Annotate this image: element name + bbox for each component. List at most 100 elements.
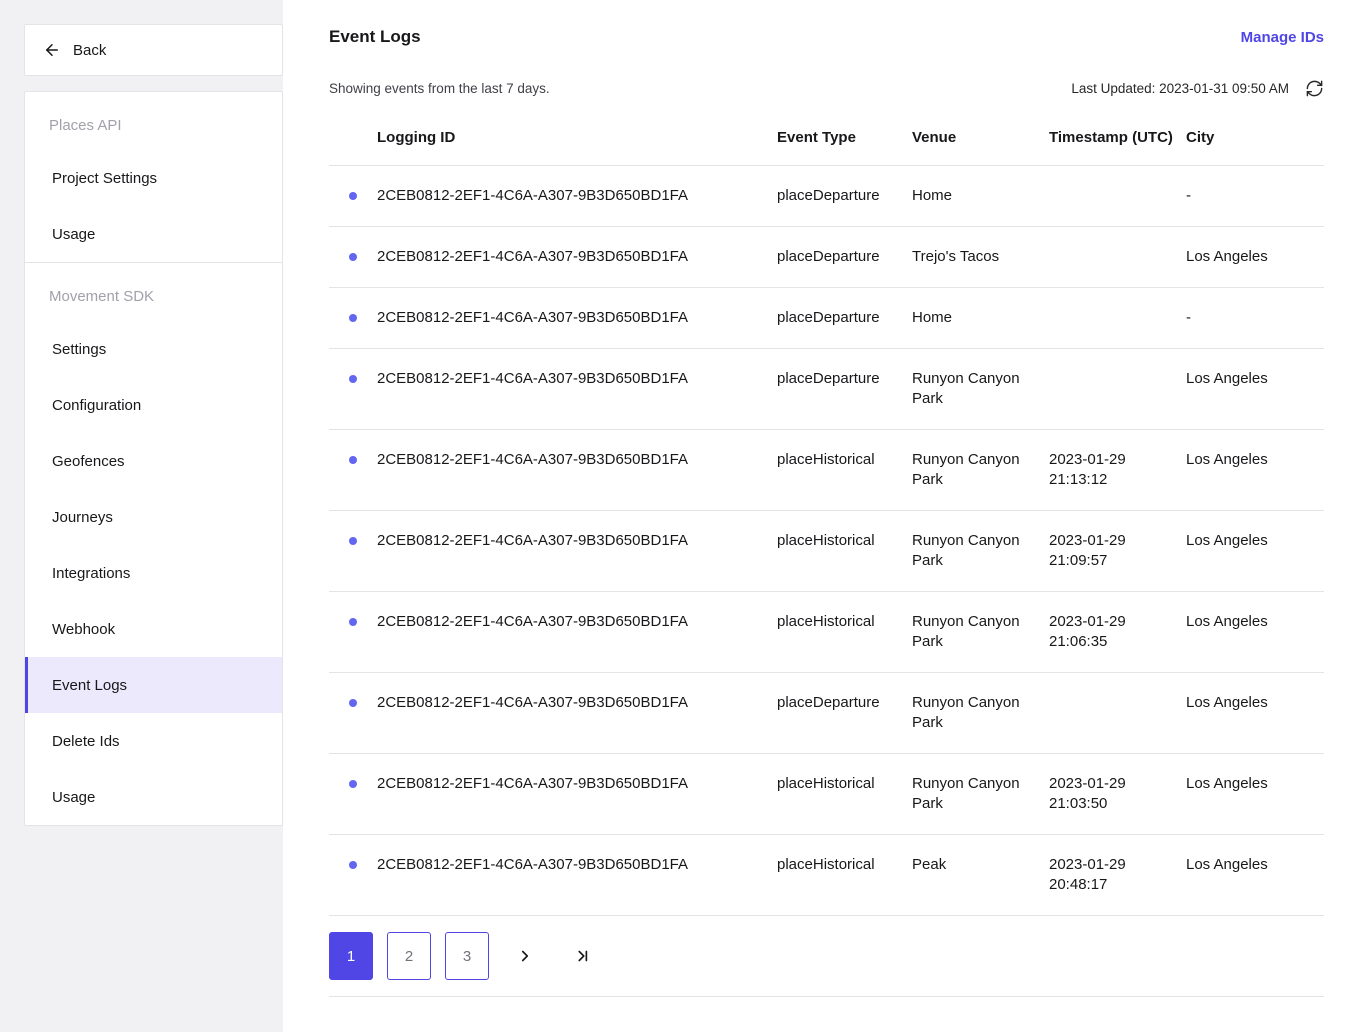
sidebar-section-title: Movement SDK xyxy=(49,288,155,305)
cell-city: Los Angeles xyxy=(1186,370,1268,387)
sidebar-section: Movement SDK Settings Configuration Geofenc… xyxy=(25,262,282,825)
status-dot-icon xyxy=(349,375,357,383)
status-dot-icon xyxy=(349,861,357,869)
sidebar-item-delete-ids[interactable]: Delete Ids xyxy=(52,732,120,750)
table-row: 2CEB0812-2EF1-4C6A-A307-9B3D650BD1FA plac… xyxy=(329,834,1324,916)
cell-venue: Peak xyxy=(912,856,947,873)
sidebar-item-settings[interactable]: Settings xyxy=(52,340,107,358)
status-dot-icon xyxy=(349,192,357,200)
status-dot-icon xyxy=(349,618,357,626)
cell-event-type: placeHistorical xyxy=(777,775,875,792)
cell-logging-id: 2CEB0812-2EF1-4C6A-A307-9B3D650BD1FA xyxy=(377,532,689,549)
table-row: 2CEB0812-2EF1-4C6A-A307-9B3D650BD1FA plac… xyxy=(329,753,1324,835)
page-button-3[interactable]: 3 xyxy=(445,932,489,980)
main-content: Event Logs Manage IDs Showing events fro… xyxy=(283,0,1360,1032)
sidebar-item-journeys[interactable]: Journeys xyxy=(52,508,113,526)
cell-venue: Home xyxy=(912,187,953,204)
col-header-dot xyxy=(329,110,377,166)
cell-event-type: placeDeparture xyxy=(777,370,880,387)
manage-ids-link[interactable]: Manage IDs xyxy=(1240,28,1324,46)
status-row: Showing events from the last 7 days. Las… xyxy=(329,78,1324,98)
cell-city: Los Angeles xyxy=(1186,451,1268,468)
status-dot-icon xyxy=(349,314,357,322)
cell-logging-id: 2CEB0812-2EF1-4C6A-A307-9B3D650BD1FA xyxy=(377,856,689,873)
col-header-timestamp: Timestamp (UTC) xyxy=(1049,129,1173,146)
next-page-button[interactable] xyxy=(503,932,547,980)
sidebar-item-configuration[interactable]: Configuration xyxy=(52,396,142,414)
sidebar-item-webhook[interactable]: Webhook xyxy=(52,620,116,638)
table-row: 2CEB0812-2EF1-4C6A-A307-9B3D650BD1FA plac… xyxy=(329,591,1324,673)
status-dot-icon xyxy=(349,780,357,788)
cell-logging-id: 2CEB0812-2EF1-4C6A-A307-9B3D650BD1FA xyxy=(377,694,689,711)
cell-logging-id: 2CEB0812-2EF1-4C6A-A307-9B3D650BD1FA xyxy=(377,187,689,204)
status-dot-icon xyxy=(349,537,357,545)
cell-timestamp xyxy=(1049,288,1186,349)
table-row: 2CEB0812-2EF1-4C6A-A307-9B3D650BD1FA plac… xyxy=(329,510,1324,592)
cell-event-type: placeHistorical xyxy=(777,532,875,549)
cell-timestamp xyxy=(1049,227,1186,288)
status-dot-cell xyxy=(329,754,377,835)
sidebar-item-integrations[interactable]: Integrations xyxy=(52,564,131,582)
cell-venue: Trejo's Tacos xyxy=(912,248,1000,265)
status-dot-icon xyxy=(349,456,357,464)
chevron-right-icon xyxy=(516,947,534,965)
cell-logging-id: 2CEB0812-2EF1-4C6A-A307-9B3D650BD1FA xyxy=(377,775,689,792)
sidebar-item-geofences[interactable]: Geofences xyxy=(52,452,125,470)
cell-city: - xyxy=(1186,309,1191,326)
cell-venue: Runyon Canyon Park xyxy=(912,451,1020,488)
showing-events-text: Showing events from the last 7 days. xyxy=(329,80,550,96)
cell-venue: Runyon Canyon Park xyxy=(912,532,1020,569)
table-row: 2CEB0812-2EF1-4C6A-A307-9B3D650BD1FA plac… xyxy=(329,672,1324,754)
cell-timestamp: 2023-01-29 21:06:35 xyxy=(1049,613,1126,650)
status-dot-icon xyxy=(349,253,357,261)
chevron-last-icon xyxy=(574,947,592,965)
status-dot-cell xyxy=(329,166,377,227)
cell-city: Los Angeles xyxy=(1186,613,1268,630)
cell-event-type: placeDeparture xyxy=(777,694,880,711)
status-dot-cell xyxy=(329,288,377,349)
event-logs-table: Logging ID Event Type Venue Timestamp (U… xyxy=(329,110,1324,916)
sidebar-item-usage[interactable]: Usage xyxy=(52,225,96,243)
cell-event-type: placeHistorical xyxy=(777,856,875,873)
last-updated-group: Last Updated: 2023-01-31 09:50 AM xyxy=(1071,79,1324,98)
sidebar-nav: Places API Project Settings Usage Movement … xyxy=(24,91,283,826)
table-row: 2CEB0812-2EF1-4C6A-A307-9B3D650BD1FA plac… xyxy=(329,429,1324,511)
status-dot-cell xyxy=(329,673,377,754)
status-dot-cell xyxy=(329,349,377,430)
last-updated-text: Last Updated: 2023-01-31 09:50 AM xyxy=(1071,80,1289,96)
table-row: 2CEB0812-2EF1-4C6A-A307-9B3D650BD1FA plac… xyxy=(329,287,1324,349)
cell-timestamp: 2023-01-29 21:03:50 xyxy=(1049,775,1126,812)
sidebar-item-usage[interactable]: Usage xyxy=(52,788,96,806)
refresh-icon[interactable] xyxy=(1305,79,1324,98)
sidebar-item-event-logs[interactable]: Event Logs xyxy=(25,657,282,713)
table-row: 2CEB0812-2EF1-4C6A-A307-9B3D650BD1FA plac… xyxy=(329,226,1324,288)
cell-timestamp xyxy=(1049,166,1186,227)
page-title: Event Logs xyxy=(329,27,421,46)
arrow-left-icon xyxy=(43,41,61,59)
cell-city: Los Angeles xyxy=(1186,856,1268,873)
cell-event-type: placeDeparture xyxy=(777,248,880,265)
cell-logging-id: 2CEB0812-2EF1-4C6A-A307-9B3D650BD1FA xyxy=(377,613,689,630)
cell-venue: Runyon Canyon Park xyxy=(912,694,1020,731)
page-button-1[interactable]: 1 xyxy=(329,932,373,980)
cell-timestamp: 2023-01-29 20:48:17 xyxy=(1049,856,1126,893)
status-dot-cell xyxy=(329,430,377,511)
back-button[interactable]: Back xyxy=(24,24,283,76)
cell-logging-id: 2CEB0812-2EF1-4C6A-A307-9B3D650BD1FA xyxy=(377,309,689,326)
col-header-venue: Venue xyxy=(912,129,957,146)
back-label: Back xyxy=(73,41,107,59)
sidebar-section: Places API Project Settings Usage xyxy=(25,92,282,262)
sidebar-section-title: Places API xyxy=(49,117,122,134)
cell-event-type: placeDeparture xyxy=(777,187,880,204)
status-dot-cell xyxy=(329,835,377,916)
table-row: 2CEB0812-2EF1-4C6A-A307-9B3D650BD1FA plac… xyxy=(329,166,1324,227)
col-header-logging-id: Logging ID xyxy=(377,129,456,146)
sidebar-item-project-settings[interactable]: Project Settings xyxy=(52,169,158,187)
status-dot-icon xyxy=(349,699,357,707)
last-page-button[interactable] xyxy=(561,932,605,980)
col-header-city: City xyxy=(1186,129,1215,146)
page-button-2[interactable]: 2 xyxy=(387,932,431,980)
